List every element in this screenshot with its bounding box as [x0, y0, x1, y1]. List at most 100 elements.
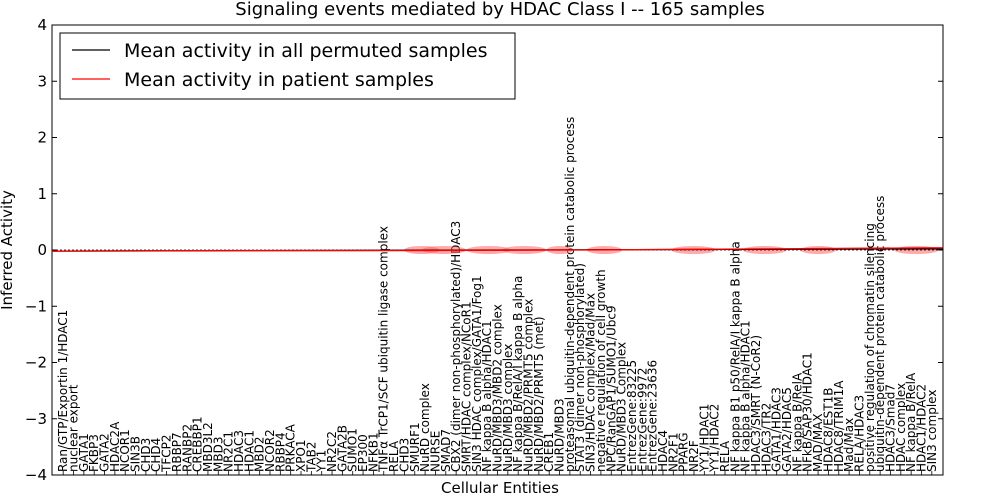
x-category-label: NURSE	[428, 431, 442, 472]
legend-label-permuted: Mean activity in all permuted samples	[124, 40, 487, 62]
x-category-label: RELA	[718, 440, 732, 472]
x-category-label: EntrezGene:23636	[646, 360, 660, 472]
x-category-label: HDAC complex	[894, 383, 908, 472]
x-category-label: NuRD/MBD3 Complex	[615, 342, 629, 472]
x-category-label: HDAC3	[232, 430, 246, 472]
y-tick-label: 3	[37, 72, 47, 90]
x-category-label: NFKB1	[366, 432, 380, 472]
x-category-label: YY1/HDAC1	[697, 404, 711, 473]
x-category-label: PRKACA	[284, 423, 298, 472]
x-category-label: NF kappa B alpha/HDAC1	[480, 320, 494, 472]
x-category-label: NR2C2	[325, 431, 339, 472]
x-category-label: HDAC3/Smad7	[883, 384, 897, 472]
x-category-label: nuclear export	[67, 384, 81, 472]
x-category-label: EP300	[356, 434, 370, 472]
y-tick-label: 1	[37, 185, 47, 203]
x-category-label: NPC/RanGAP1/SUMO1/Ubc9	[604, 305, 618, 472]
x-category-label: NR2C1	[222, 431, 236, 472]
x-category-label: GATA1/HDAC3	[770, 387, 784, 472]
x-category-label: NR2F	[687, 440, 701, 472]
x-category-label: SIN3/HDAC complex/Mad/Max	[584, 293, 598, 472]
x-category-label: NuRD/MBD2/PRMT5 (met)	[532, 316, 546, 472]
legend-box	[59, 32, 516, 100]
x-category-label: SMAD7	[439, 429, 453, 472]
x-axis-title: Cellular Entities	[441, 479, 559, 497]
x-category-label: HDAC3/TR2	[759, 403, 773, 472]
x-category-label: SIN3B	[129, 436, 143, 472]
x-category-label: MAD/MAX	[811, 413, 825, 472]
x-category-label: RELA	[387, 440, 401, 472]
x-category-label: TAB2	[304, 442, 318, 473]
y-tick-label: −2	[25, 354, 47, 372]
x-category-label: YY1	[315, 450, 329, 473]
x-category-label: CREB1	[542, 432, 556, 472]
x-category-label: NR2F1	[666, 433, 680, 473]
x-category-label: negative regulation of cell growth	[594, 269, 608, 472]
y-axis-ticks: 4 3 2 1 0 −1 −2 −3 −4	[25, 16, 943, 484]
x-category-label: NF kappa B alpha/HDAC1	[739, 320, 753, 472]
x-category-label: RELA/HDAC3	[852, 395, 866, 472]
chart-title: Signaling events mediated by HDAC Class …	[235, 0, 764, 20]
x-category-label: CREBBP1	[191, 416, 205, 472]
x-category-label: CHD3	[397, 438, 411, 472]
x-category-label: GATA2	[98, 433, 112, 472]
x-category-label: RANBP2	[180, 424, 194, 472]
x-category-label: MBD3	[211, 437, 225, 472]
x-category-label: RBBP7	[170, 432, 184, 472]
x-category-label: proteasomal ubiquitin-dependent protein …	[563, 117, 577, 472]
x-category-label: GATA2/HDAC5	[780, 387, 794, 472]
x-category-label: CHD3	[139, 438, 153, 472]
y-tick-label: −1	[25, 297, 47, 315]
x-category-label: GATA1	[77, 433, 91, 472]
y-tick-label: 2	[37, 129, 47, 147]
x-category-label: GATA2B	[335, 425, 349, 472]
x-category-label: CHD4	[149, 438, 163, 472]
x-category-label: NFkB/SAP30/HDAC1	[801, 352, 815, 472]
y-tick-label: −3	[25, 410, 47, 428]
y-axis-title: Inferred Activity	[0, 190, 16, 310]
x-category-label: NuRD/MBD3	[553, 398, 567, 472]
legend-label-patient: Mean activity in patient samples	[124, 69, 434, 91]
series-lines	[51, 246, 944, 254]
x-category-label: STAT3 (dimer non-phosphorylated)	[573, 263, 587, 472]
x-category-label: NCOR2	[263, 429, 277, 472]
x-category-label: EntrezGene:83225	[625, 360, 639, 472]
x-category-label: HDAC8/TRIM1A	[832, 380, 846, 472]
x-category-label: HDAC8/EST1B	[821, 387, 835, 472]
x-category-label: NuRD/MBD3 complex	[501, 344, 515, 472]
x-category-label: SIN3 HDAC complex/GATA1/Fog1	[470, 275, 484, 472]
x-category-label: NF kappa B/RelA/I kappa B alpha	[511, 276, 525, 472]
x-category-label: PPARG	[677, 432, 691, 472]
y-tick-label: −4	[25, 466, 47, 484]
x-category-label: HDAC1/HDAC2	[914, 384, 928, 472]
x-category-label: HDAC1	[242, 430, 256, 472]
x-category-label: CBX2 (dimer non-phosphorylated)/HDAC3	[449, 221, 463, 472]
x-category-label: RBBP4	[273, 432, 287, 472]
legend: Mean activity in all permuted samples Me…	[59, 32, 516, 100]
x-category-label: FKBP3	[87, 434, 101, 472]
x-category-label: ubiquitin-dependent protein catabolic pr…	[873, 196, 887, 472]
x-category-label: NCOR1	[118, 429, 132, 472]
x-category-label: SMURF1	[408, 422, 422, 472]
x-category-label: MBD3L2	[201, 422, 215, 472]
x-category-label: EntrezGene:9972	[635, 368, 649, 473]
x-category-label: NF kappa B/RelA	[904, 372, 918, 472]
x-category-label: MBD2	[253, 437, 267, 472]
x-category-label: XPO1	[294, 439, 308, 472]
y-tick-label: 4	[37, 16, 47, 34]
x-category-label: NuRD/MBD3/MBD2 complex	[491, 304, 505, 472]
x-category-label: Ran/GTP/Exportin 1/HDAC1	[56, 310, 70, 472]
x-category-label: YY1/HDAC2	[708, 404, 722, 473]
x-category-label: NF kappa B1 p50/RelA/I kappa B alpha	[728, 241, 742, 472]
series-line-patient	[51, 247, 944, 252]
x-category-label: TNFα TrCP1/SCF ubiquitin ligase complex	[377, 226, 391, 473]
x-category-label: NuRD/MBD2/PRMT5 complex	[522, 299, 536, 472]
x-category-label: positive regulation of chromatin silenci…	[863, 223, 877, 472]
x-category-label: TFCP2	[160, 435, 174, 473]
x-category-label: NF kappa B/RelA	[790, 372, 804, 472]
y-tick-label: 0	[37, 241, 47, 259]
x-category-label: NuRD complex	[418, 383, 432, 472]
x-category-label: HDAC4	[656, 430, 670, 472]
